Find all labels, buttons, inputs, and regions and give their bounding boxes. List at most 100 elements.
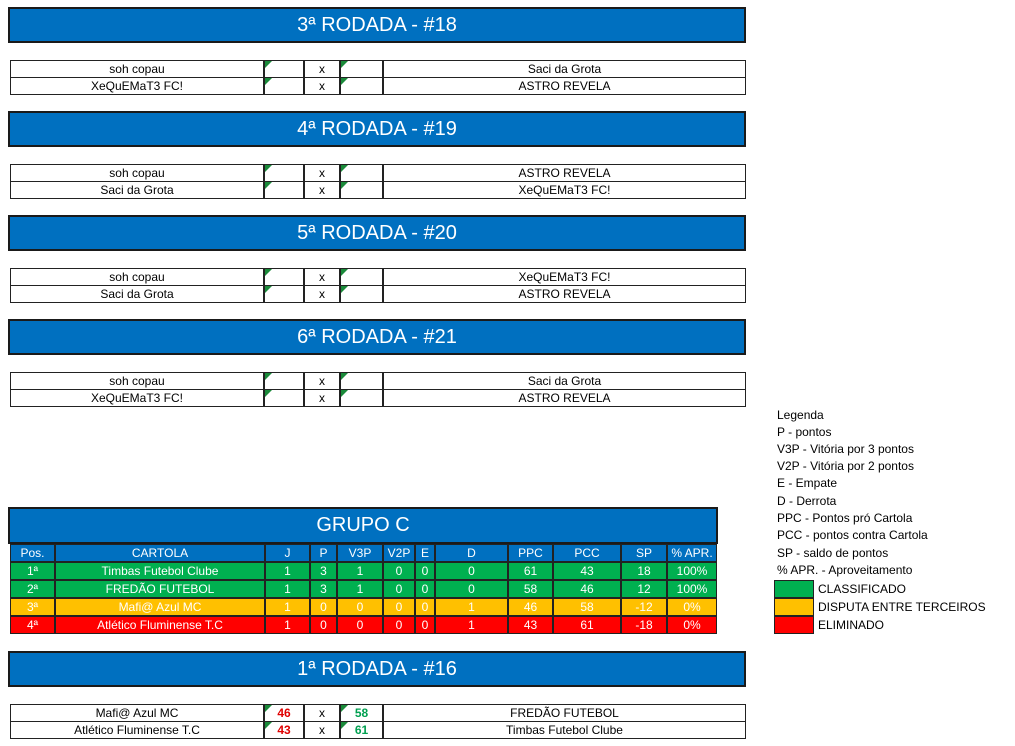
- group-cell: -12: [621, 598, 667, 616]
- group-cell: 100%: [667, 562, 717, 580]
- away-team: ASTRO REVELA: [383, 389, 746, 407]
- column-header: P: [310, 544, 337, 562]
- away-score: [340, 164, 383, 182]
- group-cell: -18: [621, 616, 667, 634]
- versus: x: [304, 181, 340, 199]
- versus: x: [304, 721, 340, 739]
- home-score: [264, 60, 304, 78]
- legend-item: % APR. - Aproveitamento: [777, 562, 913, 577]
- column-header: V3P: [337, 544, 383, 562]
- home-team: soh copau: [10, 372, 264, 390]
- status-label: DISPUTA ENTRE TERCEIROS: [818, 600, 986, 614]
- away-team: XeQuEMaT3 FC!: [383, 268, 746, 286]
- round-header: 4ª RODADA - #19: [8, 111, 746, 147]
- column-header: PPC: [508, 544, 553, 562]
- group-cell: 43: [553, 562, 621, 580]
- status-swatch: [774, 580, 814, 598]
- group-cell: 0: [415, 562, 435, 580]
- home-score: [264, 181, 304, 199]
- legend-item: D - Derrota: [777, 493, 837, 508]
- home-team: soh copau: [10, 268, 264, 286]
- legend-item: V2P - Vitória por 2 pontos: [777, 459, 914, 474]
- legend-item: PCC - pontos contra Cartola: [777, 528, 928, 543]
- home-score: [264, 372, 304, 390]
- group-cell: 0: [337, 616, 383, 634]
- group-cell: 0: [337, 598, 383, 616]
- away-score: [340, 285, 383, 303]
- group-cell: 2ª: [10, 580, 55, 598]
- home-team: Mafi@ Azul MC: [10, 704, 264, 722]
- group-cell: 0%: [667, 616, 717, 634]
- away-score: [340, 60, 383, 78]
- away-score: 58: [340, 704, 383, 722]
- versus: x: [304, 389, 340, 407]
- versus: x: [304, 268, 340, 286]
- home-team: Saci da Grota: [10, 181, 264, 199]
- home-score: [264, 389, 304, 407]
- group-cell: 0: [383, 580, 415, 598]
- group-cell: 0: [415, 598, 435, 616]
- away-score: [340, 268, 383, 286]
- group-cell: 4ª: [10, 616, 55, 634]
- group-cell: 58: [553, 598, 621, 616]
- group-cell: 43: [508, 616, 553, 634]
- away-team: XeQuEMaT3 FC!: [383, 181, 746, 199]
- status-swatch: [774, 616, 814, 634]
- away-team: ASTRO REVELA: [383, 77, 746, 95]
- group-cell: 0: [383, 598, 415, 616]
- home-score: [264, 164, 304, 182]
- column-header: % APR.: [667, 544, 717, 562]
- away-team: Saci da Grota: [383, 372, 746, 390]
- away-team: Saci da Grota: [383, 60, 746, 78]
- away-score: [340, 372, 383, 390]
- legend-title: Legenda: [777, 407, 824, 422]
- versus: x: [304, 60, 340, 78]
- group-cell: 0%: [667, 598, 717, 616]
- group-cell: 3: [310, 580, 337, 598]
- home-team: Saci da Grota: [10, 285, 264, 303]
- home-team: Atlético Fluminense T.C: [10, 721, 264, 739]
- group-cell: 1: [337, 580, 383, 598]
- versus: x: [304, 285, 340, 303]
- group-cell: 3ª: [10, 598, 55, 616]
- home-team: soh copau: [10, 60, 264, 78]
- column-header: SP: [621, 544, 667, 562]
- group-cell: 0: [383, 616, 415, 634]
- group-cell: 58: [508, 580, 553, 598]
- away-team: ASTRO REVELA: [383, 164, 746, 182]
- versus: x: [304, 372, 340, 390]
- group-cell: 18: [621, 562, 667, 580]
- home-score: [264, 77, 304, 95]
- legend-item: SP - saldo de pontos: [777, 545, 889, 560]
- group-cell: 0: [435, 562, 508, 580]
- group-cell: 1: [265, 580, 310, 598]
- group-cell: 1: [435, 598, 508, 616]
- group-cell: 1: [265, 562, 310, 580]
- group-cell: 1: [265, 616, 310, 634]
- away-score: 61: [340, 721, 383, 739]
- group-cell: Mafi@ Azul MC: [55, 598, 265, 616]
- group-cell: 61: [508, 562, 553, 580]
- group-header: GRUPO C: [8, 507, 718, 544]
- group-cell: 12: [621, 580, 667, 598]
- home-team: XeQuEMaT3 FC!: [10, 77, 264, 95]
- away-team: FREDÃO FUTEBOL: [383, 704, 746, 722]
- group-cell: 1: [265, 598, 310, 616]
- column-header: Pos.: [10, 544, 55, 562]
- group-cell: 46: [553, 580, 621, 598]
- versus: x: [304, 704, 340, 722]
- home-score: 46: [264, 704, 304, 722]
- group-cell: 0: [310, 616, 337, 634]
- round-header: 5ª RODADA - #20: [8, 215, 746, 251]
- group-cell: 0: [383, 562, 415, 580]
- home-team: XeQuEMaT3 FC!: [10, 389, 264, 407]
- group-cell: 1: [337, 562, 383, 580]
- group-cell: 1ª: [10, 562, 55, 580]
- versus: x: [304, 77, 340, 95]
- group-cell: 0: [415, 580, 435, 598]
- group-cell: 0: [415, 616, 435, 634]
- group-cell: 1: [435, 616, 508, 634]
- away-score: [340, 181, 383, 199]
- away-score: [340, 389, 383, 407]
